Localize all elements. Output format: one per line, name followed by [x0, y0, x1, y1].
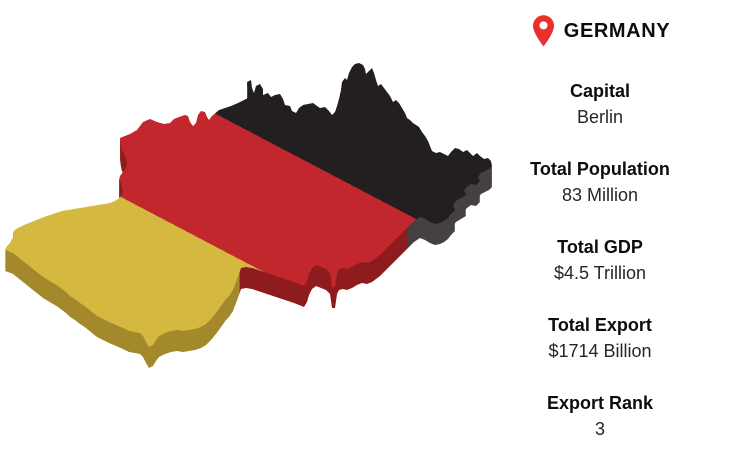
stat-label: Total GDP — [557, 237, 643, 257]
country-info-panel: GERMANY Capital Berlin Total Population … — [500, 12, 700, 450]
country-title: GERMANY — [563, 20, 671, 42]
stat-gdp: Total GDP $4.5 Trillion — [554, 234, 646, 286]
stat-export: Total Export $1714 Billion — [548, 312, 652, 364]
stat-value: Berlin — [576, 107, 623, 127]
stat-value: 83 Million — [561, 185, 639, 205]
stat-label: Capital — [569, 81, 630, 101]
stat-value: $1714 Billion — [548, 341, 652, 361]
stat-export-rank: Export Rank 3 — [547, 390, 653, 442]
stat-population: Total Population 83 Million — [530, 156, 670, 208]
stat-label: Total Population — [530, 159, 670, 179]
stat-label: Total Export — [548, 315, 652, 335]
stat-capital: Capital Berlin — [570, 78, 630, 130]
stat-value: 3 — [594, 419, 605, 439]
location-pin-icon — [532, 15, 554, 47]
panel-header: GERMANY — [530, 12, 670, 50]
stat-label: Export Rank — [546, 393, 654, 413]
stat-value: $4.5 Trillion — [553, 263, 647, 283]
